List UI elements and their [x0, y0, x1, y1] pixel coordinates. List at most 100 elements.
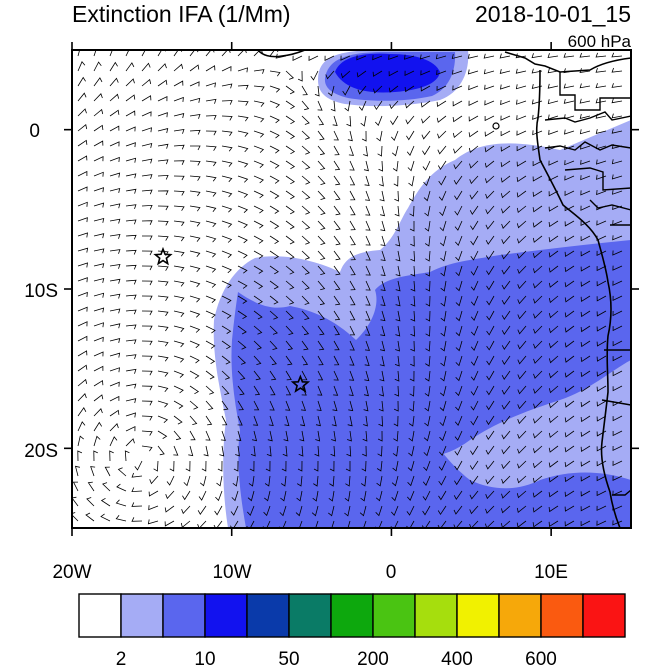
wind-barb: [455, 280, 463, 292]
wind-barb: [517, 310, 527, 320]
wind-barb: [205, 65, 216, 72]
wind-barb: [408, 175, 415, 187]
wind-barb: [532, 114, 543, 120]
wind-barb: [330, 100, 336, 112]
wind-barb: [436, 70, 447, 76]
wind-barb: [580, 235, 591, 242]
wind-barb: [216, 475, 223, 487]
wind-barb: [470, 370, 479, 381]
wind-barb: [380, 310, 386, 322]
wind-barb: [219, 445, 225, 457]
wind-barb: [311, 505, 319, 517]
map-datetime: 2018-10-01_15: [475, 1, 631, 27]
wind-barb: [173, 430, 182, 441]
colorbar-label: 2: [116, 649, 127, 667]
wind-barb: [205, 250, 217, 258]
wind-barb: [564, 385, 575, 393]
wind-barb: [125, 324, 137, 330]
wind-barb: [301, 220, 311, 230]
wind-barb: [379, 175, 384, 187]
wind-barb: [333, 220, 341, 231]
wind-barb: [300, 415, 306, 427]
wind-barb: [197, 520, 207, 528]
wind-barb: [395, 265, 401, 277]
wind-barb: [486, 310, 495, 321]
wind-barb: [394, 370, 400, 382]
wind-barb: [455, 325, 463, 337]
wind-barb: [233, 460, 239, 472]
wind-barb: [380, 265, 386, 276]
colorbar-box: [372, 593, 416, 638]
wind-barb: [173, 160, 185, 165]
wind-barb: [157, 325, 169, 332]
wind-barb: [215, 490, 223, 502]
wind-barb: [141, 310, 153, 316]
wind-barb: [380, 325, 386, 337]
wind-barb: [221, 265, 232, 274]
wind-barb: [423, 445, 431, 457]
wind-barb: [295, 520, 303, 528]
wind-barb: [564, 175, 575, 181]
wind-barb: [248, 475, 255, 487]
wind-barb: [93, 408, 103, 417]
wind-barb: [344, 505, 351, 517]
wind-barb: [125, 204, 137, 210]
wind-barb: [438, 175, 447, 186]
wind-barb: [345, 461, 351, 472]
wind-barb: [485, 250, 495, 261]
wind-barb: [205, 50, 215, 57]
wind-barb: [333, 130, 339, 141]
wind-barb: [253, 115, 265, 123]
wind-barb: [548, 235, 559, 243]
wind-barb: [468, 130, 479, 138]
wind-barb: [484, 160, 495, 168]
wind-barb: [391, 490, 399, 502]
wind-barb: [253, 145, 265, 153]
wind-barb: [517, 445, 527, 454]
wind-barb: [470, 445, 479, 456]
wind-barb: [253, 340, 262, 350]
wind-barb: [564, 265, 575, 273]
wind-barb: [349, 175, 356, 186]
wind-barb: [612, 370, 623, 377]
wind-barb: [205, 115, 217, 120]
wind-barb: [580, 325, 591, 333]
wind-barb: [77, 170, 88, 177]
wind-barb: [455, 400, 463, 412]
wind-barb: [611, 83, 623, 88]
wind-barb: [93, 263, 105, 269]
wind-barb: [375, 490, 383, 502]
wind-barb: [421, 520, 431, 528]
wind-barb: [93, 380, 104, 387]
wind-barb: [109, 352, 121, 358]
wind-barb: [205, 82, 216, 88]
wind-barb: [579, 98, 591, 104]
wind-barb: [409, 400, 415, 412]
wind-barb: [501, 430, 511, 440]
wind-barb: [395, 235, 401, 247]
wind-barb: [362, 445, 367, 457]
wind-barb: [284, 415, 290, 427]
wind-barb: [501, 250, 511, 260]
wind-barb: [611, 144, 623, 149]
wind-barb: [282, 445, 288, 457]
wind-barb: [548, 445, 559, 453]
colorbar-labels: 2 10 50 200 400 600: [116, 649, 557, 667]
wind-barb: [157, 415, 169, 424]
wind-barb: [141, 50, 150, 57]
wind-barb: [517, 355, 527, 365]
wind-barb: [500, 175, 511, 183]
wind-barb: [580, 505, 591, 512]
wind-barb: [301, 265, 310, 275]
wind-barb: [564, 295, 575, 303]
wind-barb: [533, 430, 543, 439]
wind-barb: [221, 145, 233, 152]
wind-barb: [332, 400, 338, 412]
wind-barb: [253, 220, 264, 229]
wind-barb: [188, 445, 194, 457]
wind-barb: [533, 370, 543, 379]
wind-barb: [548, 460, 559, 468]
wind-barb: [221, 190, 233, 198]
wind-barb: [109, 367, 120, 373]
wind-barb: [424, 235, 431, 247]
